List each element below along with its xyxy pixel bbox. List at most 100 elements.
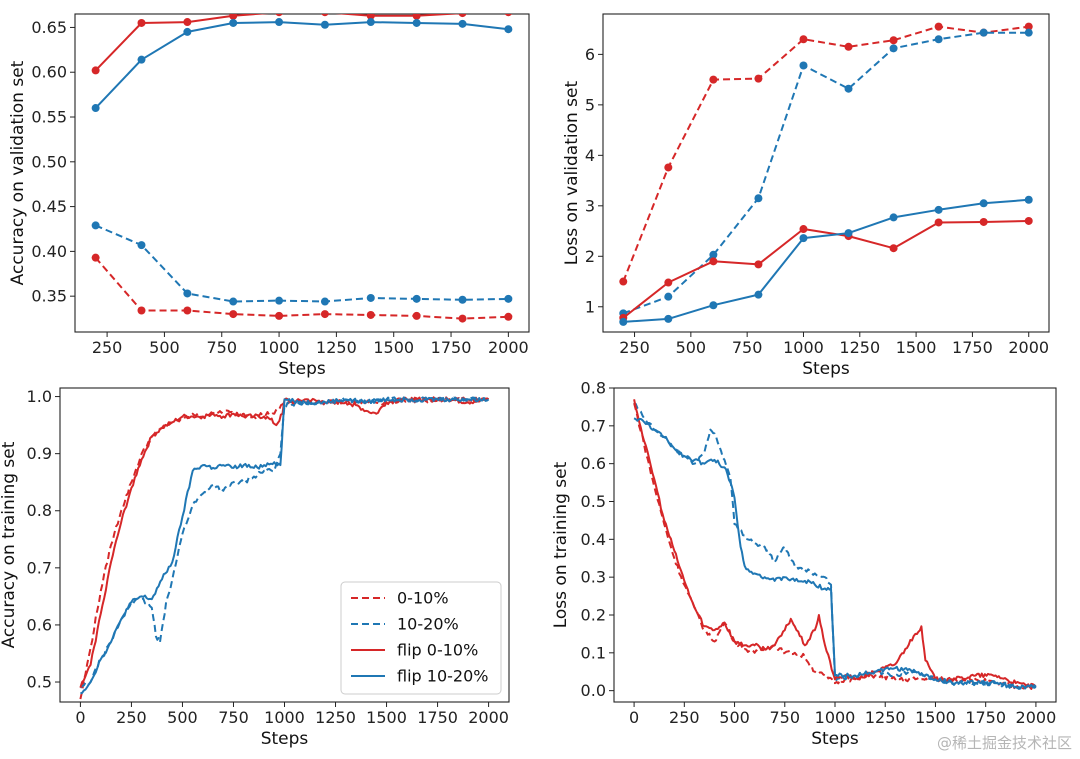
data-point-flip-10-20 <box>754 290 763 299</box>
y-tick-label: 6 <box>585 45 595 64</box>
y-tick-label: 1 <box>585 297 595 316</box>
plot-area <box>619 22 1033 326</box>
series-line-flip-10-20 <box>623 198 1029 323</box>
data-point-flip-0-10 <box>664 278 673 287</box>
data-point-10-20 <box>1024 28 1033 37</box>
data-point-flip-0-10 <box>275 14 283 17</box>
data-point-10-20 <box>889 44 898 53</box>
data-point-10-20 <box>754 194 763 203</box>
x-tick-label: 500 <box>676 338 707 357</box>
data-point-flip-10-20 <box>504 25 513 34</box>
data-point-flip-10-20 <box>229 18 238 27</box>
series-line-10-20 <box>633 402 1037 690</box>
x-tick-label: 750 <box>732 338 763 357</box>
legend-label-flip-0-10: flip 0-10% <box>397 641 478 660</box>
x-tick-label: 1500 <box>896 338 937 357</box>
y-tick-label: 5 <box>585 95 595 114</box>
y-tick-label: 0.8 <box>27 501 52 520</box>
data-point-flip-0-10 <box>934 218 943 227</box>
y-tick-label: 0.3 <box>581 568 606 587</box>
data-point-10-20 <box>799 61 808 70</box>
x-tick-label: 1500 <box>373 338 414 357</box>
y-axis-label: Accuracy on training set <box>0 441 19 648</box>
series-line-0-10 <box>633 402 1037 690</box>
legend-label-0-10: 0-10% <box>397 589 449 608</box>
data-point-flip-0-10 <box>321 14 329 17</box>
x-tick-label: 2000 <box>468 708 509 727</box>
y-tick-label: 2 <box>585 247 595 266</box>
y-tick-label: 0.4 <box>581 530 606 549</box>
data-point-10-20 <box>137 241 146 250</box>
data-point-flip-10-20 <box>1024 195 1033 204</box>
x-axis-label: Steps <box>811 729 859 749</box>
data-point-flip-10-20 <box>137 55 146 64</box>
val-accuracy-panel: 250 500 750 1000 1250 1500 1750 2000 0.35 0.40 0.4… <box>8 13 530 379</box>
data-point-10-20 <box>504 294 513 303</box>
y-tick-label: 0.7 <box>27 558 52 577</box>
y-tick-label: 3 <box>585 196 595 215</box>
data-point-flip-10-20 <box>709 301 718 310</box>
data-point-flip-0-10 <box>1024 216 1033 225</box>
data-point-0-10 <box>412 311 421 320</box>
data-point-0-10 <box>320 310 329 319</box>
y-tick-label: 0.50 <box>31 152 67 171</box>
plot-area <box>91 14 513 323</box>
data-point-flip-10-20 <box>844 229 853 238</box>
x-axis-label: Steps <box>261 729 309 749</box>
y-tick-label: 1.0 <box>27 387 52 406</box>
data-point-flip-0-10 <box>137 18 146 27</box>
y-tick-label: 0.5 <box>581 492 606 511</box>
data-point-flip-0-10 <box>709 257 718 266</box>
x-tick-label: 1250 <box>315 708 356 727</box>
x-tick-label: 250 <box>619 338 650 357</box>
x-tick-label: 1000 <box>259 338 300 357</box>
legend: 0-10% 10-20% flip 0-10% flip 10-20% <box>340 581 502 695</box>
data-point-0-10 <box>754 74 763 83</box>
train-accuracy-panel: 0 250 500 750 1000 1250 1500 1750 2000 0.5 0.6 0.7 0… <box>0 387 510 749</box>
y-axis-label: Accuracy on validation set <box>8 60 28 285</box>
data-point-flip-0-10 <box>979 217 988 226</box>
data-point-0-10 <box>229 310 238 319</box>
data-point-flip-0-10 <box>229 14 238 20</box>
series-line-flip-10-20 <box>80 396 490 695</box>
x-tick-label: 750 <box>206 338 237 357</box>
data-point-0-10 <box>844 42 853 51</box>
y-axis-label: Loss on training set <box>551 461 571 628</box>
data-point-flip-10-20 <box>366 18 375 27</box>
y-tick-label: 0.0 <box>581 681 606 700</box>
data-point-flip-10-20 <box>979 199 988 208</box>
val-loss-panel: 250 500 750 1000 1250 1500 1750 2000 1 2 3 4 5 6 Steps… <box>562 13 1050 379</box>
x-tick-label: 750 <box>769 708 800 727</box>
x-tick-label: 500 <box>719 708 750 727</box>
axes-frame <box>74 13 530 333</box>
y-tick-label: 0.55 <box>31 108 67 127</box>
watermark: @稀土掘金技术社区 <box>936 734 1072 752</box>
data-point-flip-0-10 <box>754 260 763 269</box>
y-tick-label: 0.6 <box>27 615 52 634</box>
x-tick-label: 1750 <box>417 708 458 727</box>
data-point-0-10 <box>889 36 898 45</box>
x-tick-label: 1500 <box>915 708 956 727</box>
data-point-flip-10-20 <box>799 234 808 243</box>
data-point-0-10 <box>137 306 146 315</box>
legend-box <box>340 581 502 695</box>
data-point-flip-0-10 <box>504 14 512 17</box>
series-line-10-20 <box>622 31 1029 315</box>
x-tick-label: 1750 <box>965 708 1006 727</box>
x-tick-label: 2000 <box>1008 338 1049 357</box>
data-point-flip-10-20 <box>183 27 192 36</box>
x-tick-label: 2000 <box>1016 708 1057 727</box>
data-point-flip-10-20 <box>275 18 284 27</box>
series-line-flip-0-10 <box>622 220 1029 319</box>
series-line-10-20 <box>79 396 490 689</box>
legend-label-10-20: 10-20% <box>397 615 459 634</box>
x-tick-label: 1000 <box>264 708 305 727</box>
data-point-0-10 <box>619 277 628 286</box>
data-point-flip-0-10 <box>183 18 192 27</box>
y-tick-label: 0.6 <box>581 454 606 473</box>
data-point-10-20 <box>91 221 100 230</box>
data-point-10-20 <box>664 292 673 301</box>
data-point-0-10 <box>458 314 467 323</box>
data-point-flip-10-20 <box>889 213 898 222</box>
plot-area <box>79 396 490 700</box>
